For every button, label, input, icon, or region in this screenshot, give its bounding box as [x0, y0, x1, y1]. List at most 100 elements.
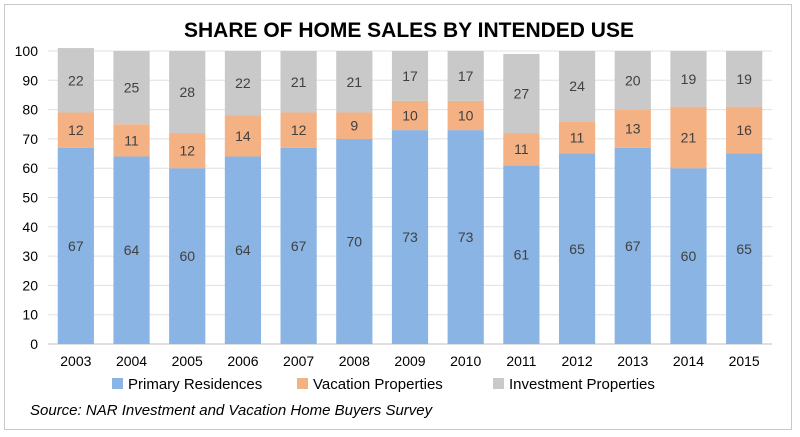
- bar-segment: [558, 51, 596, 122]
- bar-segment: [614, 147, 651, 344]
- x-tick-label: 2005: [172, 353, 203, 369]
- data-label: 21: [291, 74, 307, 90]
- bar-segment: [280, 51, 317, 113]
- data-label: 67: [625, 238, 641, 254]
- data-label: 65: [569, 241, 585, 257]
- y-tick-label: 80: [22, 102, 38, 118]
- data-label: 20: [625, 72, 641, 88]
- data-label: 21: [681, 129, 697, 145]
- data-label: 22: [235, 75, 251, 91]
- data-label: 11: [514, 141, 529, 157]
- bar-segment: [336, 112, 373, 139]
- data-label: 16: [736, 122, 752, 138]
- data-label: 17: [458, 68, 474, 84]
- bar-segment: [726, 51, 763, 107]
- y-tick-label: 40: [22, 219, 38, 235]
- bar-segment: [336, 138, 373, 344]
- bar-segment: [558, 153, 596, 344]
- data-label: 65: [736, 241, 752, 257]
- x-tick-label: 2007: [283, 353, 314, 369]
- x-tick-label: 2014: [673, 353, 704, 369]
- source-note: Source: NAR Investment and Vacation Home…: [30, 402, 434, 419]
- data-label: 14: [235, 128, 251, 144]
- x-tick-label: 2006: [227, 353, 258, 369]
- bar-segment: [224, 51, 262, 116]
- legend-label: Investment Properties: [509, 376, 655, 393]
- bar-segment: [558, 121, 596, 154]
- bar-segment: [113, 124, 150, 157]
- y-tick-label: 50: [22, 190, 38, 206]
- data-label: 73: [458, 229, 474, 245]
- data-label: 27: [514, 85, 530, 101]
- bar-segment: [391, 51, 429, 101]
- x-tick-label: 2009: [394, 353, 425, 369]
- bar-segment: [224, 156, 262, 344]
- data-label: 24: [569, 78, 585, 94]
- bar-segment: [670, 106, 707, 169]
- bar-segment: [503, 165, 540, 344]
- chart-title: SHARE OF HOME SALES BY INTENDED USE: [184, 19, 634, 42]
- y-tick-label: 30: [22, 248, 38, 264]
- x-tick-label: 2011: [506, 353, 536, 369]
- legend-label: Primary Residences: [128, 376, 262, 393]
- legend: Primary Residences Vacation Properties Inv…: [112, 376, 655, 393]
- data-label: 28: [179, 84, 195, 100]
- data-label: 67: [68, 238, 84, 254]
- x-tick-label: 2012: [561, 353, 592, 369]
- x-tick-label: 2015: [729, 353, 760, 369]
- y-tick-label: 60: [22, 160, 38, 176]
- data-label: 19: [681, 71, 697, 87]
- bar-segment: [169, 51, 206, 134]
- bar-segment: [57, 48, 94, 113]
- legend-swatch: [297, 378, 308, 389]
- bar-segment: [169, 168, 206, 344]
- bar-segment: [336, 51, 373, 113]
- data-label: 13: [625, 121, 641, 137]
- bar-segment: [726, 153, 763, 344]
- data-label: 64: [124, 242, 140, 258]
- bar-segment: [391, 130, 429, 344]
- data-label: 12: [291, 122, 307, 138]
- legend-swatch: [112, 378, 123, 389]
- x-tick-label: 2013: [617, 353, 648, 369]
- data-label: 9: [350, 118, 358, 134]
- x-tick-label: 2010: [450, 353, 481, 369]
- data-label: 22: [68, 72, 84, 88]
- bar-segment: [280, 112, 317, 148]
- data-label: 70: [347, 233, 363, 249]
- y-tick-label: 70: [22, 131, 38, 147]
- data-label: 73: [402, 229, 418, 245]
- data-label: 25: [124, 80, 140, 96]
- data-label: 17: [402, 68, 418, 84]
- bar-segment: [726, 106, 763, 154]
- data-label: 67: [291, 238, 307, 254]
- legend-label: Vacation Properties: [313, 376, 443, 393]
- x-tick-label: 2003: [60, 353, 91, 369]
- data-label: 60: [681, 248, 697, 264]
- bars: 67 12 22 64 11 25 60 12 28 64 14 22 67 12 21 70 9 21 73 10 1…: [57, 48, 763, 344]
- data-label: 21: [347, 74, 363, 90]
- y-tick-label: 90: [22, 72, 38, 88]
- bar-segment: [670, 51, 707, 107]
- data-label: 10: [458, 107, 474, 123]
- bar-segment: [391, 100, 429, 131]
- data-label: 64: [235, 242, 251, 258]
- x-tick-label: 2004: [116, 353, 147, 369]
- bar-segment: [57, 112, 94, 148]
- data-label: 12: [179, 143, 195, 159]
- bar-segment: [503, 133, 540, 166]
- bar-segment: [447, 51, 484, 101]
- bar-segment: [224, 115, 262, 157]
- bar-segment: [169, 133, 206, 169]
- bar-segment: [280, 147, 317, 344]
- bar-segment: [113, 156, 150, 344]
- bar-segment: [447, 100, 484, 131]
- bar-segment: [614, 51, 651, 110]
- x-axis: 2003 2004 2005 2006 2007 2008 2009 2010 2011 2012…: [60, 353, 760, 369]
- y-tick-label: 100: [15, 43, 39, 59]
- y-axis: 0 10 20 30 40 50 60 70 80 90 100: [15, 43, 39, 352]
- y-tick-label: 10: [22, 307, 38, 323]
- data-label: 10: [402, 107, 418, 123]
- data-label: 60: [179, 248, 195, 264]
